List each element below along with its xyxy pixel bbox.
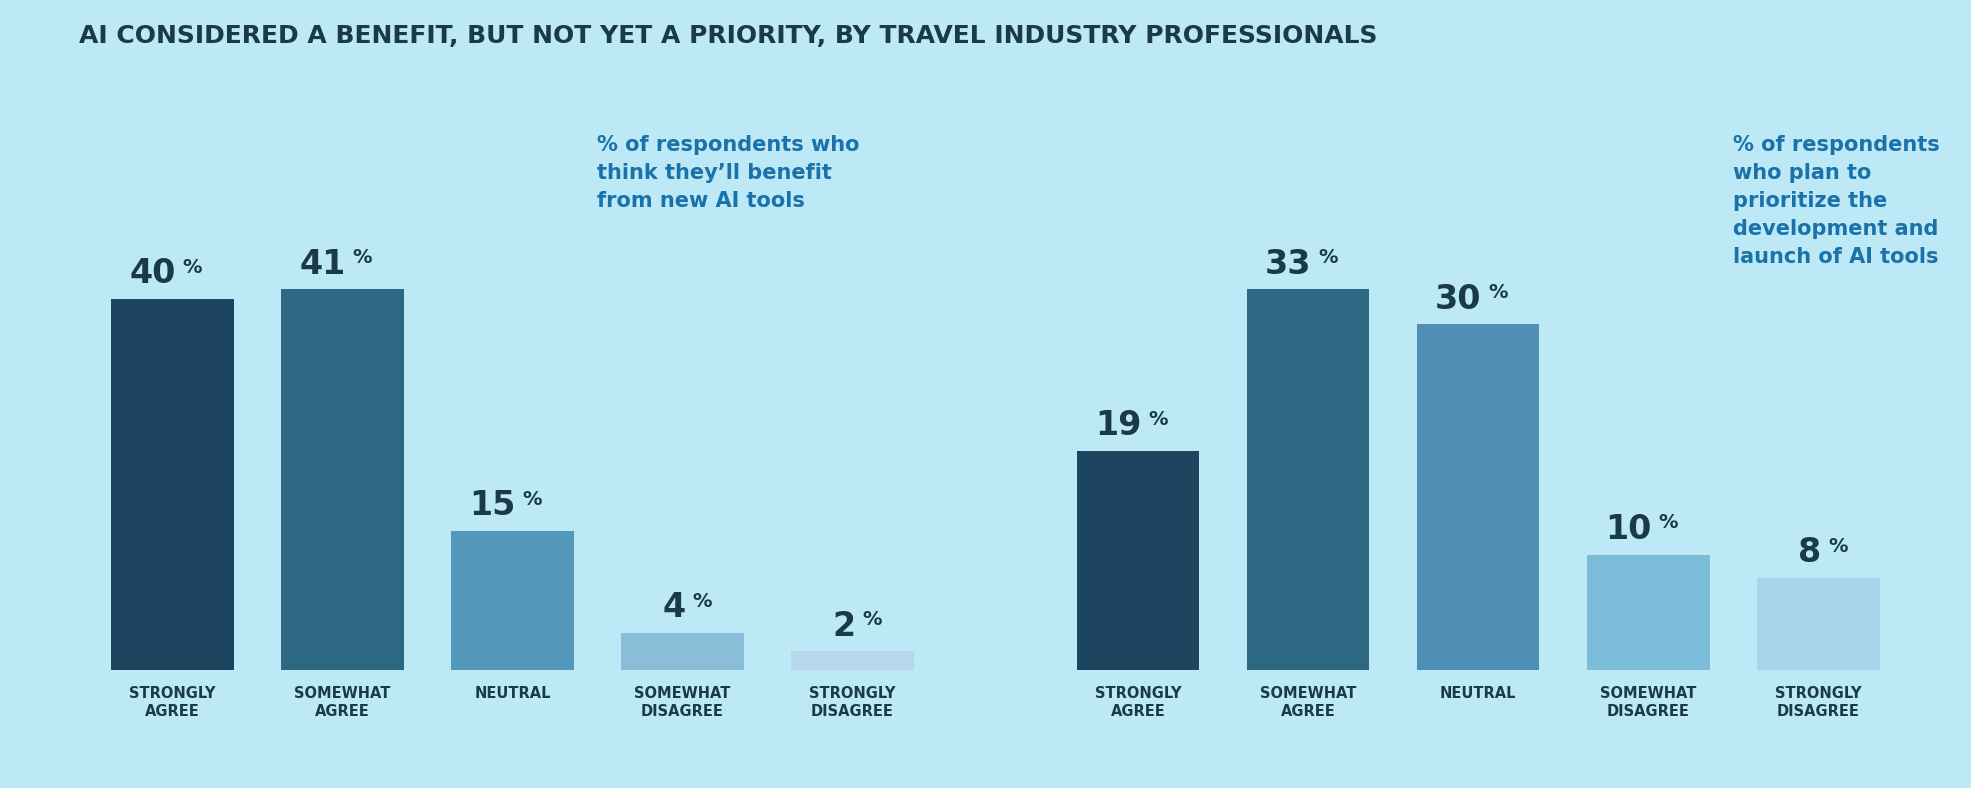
Text: 41: 41 bbox=[300, 248, 345, 281]
Bar bbox=[282, 289, 404, 670]
Text: %: % bbox=[692, 592, 712, 611]
Bar bbox=[1587, 555, 1709, 670]
Text: 2: 2 bbox=[834, 610, 855, 643]
Text: % of respondents who
think they’ll benefit
from new AI tools: % of respondents who think they’ll benef… bbox=[597, 135, 859, 210]
Text: %: % bbox=[1488, 283, 1508, 302]
Bar bbox=[451, 530, 574, 670]
Text: %: % bbox=[353, 248, 373, 267]
Bar bbox=[1417, 324, 1539, 670]
Text: %: % bbox=[1658, 514, 1677, 533]
Bar bbox=[1756, 578, 1880, 670]
Text: %: % bbox=[183, 258, 203, 277]
Text: 33: 33 bbox=[1265, 248, 1311, 281]
Text: 19: 19 bbox=[1096, 410, 1141, 443]
Text: 8: 8 bbox=[1798, 537, 1821, 569]
Text: 15: 15 bbox=[469, 489, 516, 522]
Bar bbox=[621, 633, 743, 670]
Bar bbox=[1076, 451, 1200, 670]
Bar bbox=[790, 651, 915, 670]
Text: 4: 4 bbox=[662, 592, 686, 624]
Text: AI CONSIDERED A BENEFIT, BUT NOT YET A PRIORITY, BY TRAVEL INDUSTRY PROFESSIONAL: AI CONSIDERED A BENEFIT, BUT NOT YET A P… bbox=[79, 24, 1378, 47]
Text: %: % bbox=[863, 610, 883, 629]
Text: 30: 30 bbox=[1435, 283, 1482, 316]
Text: % of respondents
who plan to
prioritize the
development and
launch of AI tools: % of respondents who plan to prioritize … bbox=[1733, 135, 1939, 267]
Text: %: % bbox=[1149, 410, 1169, 429]
Bar bbox=[110, 299, 235, 670]
Text: %: % bbox=[1829, 537, 1849, 556]
Text: 40: 40 bbox=[130, 258, 175, 291]
Text: %: % bbox=[522, 489, 542, 508]
Text: %: % bbox=[1319, 248, 1338, 267]
Text: 10: 10 bbox=[1604, 513, 1652, 546]
Bar bbox=[1248, 289, 1370, 670]
